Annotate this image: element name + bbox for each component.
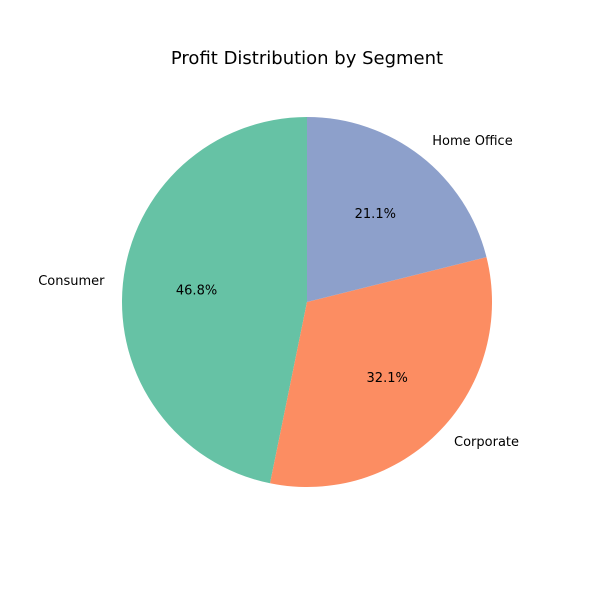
pie-slice-home-office	[307, 117, 487, 302]
category-label-home-office: Home Office	[432, 134, 512, 149]
percent-label-corporate: 32.1%	[367, 371, 408, 386]
pie-slices	[122, 117, 492, 488]
chart-title: Profit Distribution by Segment	[171, 48, 443, 69]
category-label-corporate: Corporate	[454, 435, 519, 450]
pie-labels: Consumer 46.8% Corporate 32.1% Home Office 21…	[38, 134, 519, 450]
percent-label-consumer: 46.8%	[176, 283, 217, 298]
percent-label-home-office: 21.1%	[355, 207, 396, 222]
pie-slice-corporate	[270, 257, 492, 488]
pie-slice-consumer	[122, 117, 307, 484]
category-label-consumer: Consumer	[38, 274, 105, 289]
